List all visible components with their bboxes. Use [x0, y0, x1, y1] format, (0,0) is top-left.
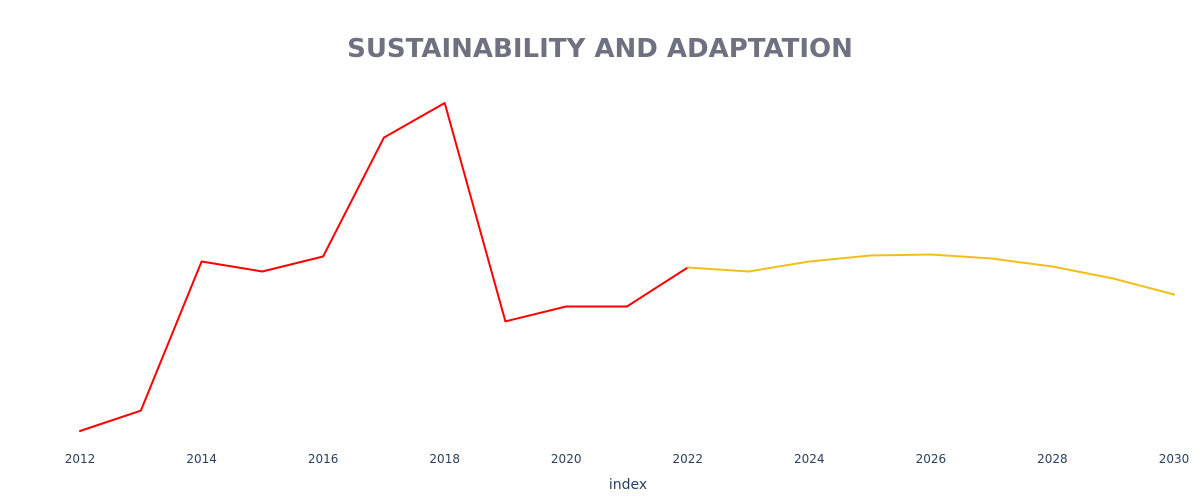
x-tick-label: 2028: [1037, 452, 1068, 466]
x-tick-label: 2024: [794, 452, 825, 466]
x-tick-label: 2020: [551, 452, 582, 466]
x-axis-ticks: 2012 2014 2016 2018 2020 2022 2024 2026 2028 2030: [65, 452, 1190, 466]
x-tick-label: 2030: [1159, 452, 1190, 466]
series-line-2: [686, 253, 1175, 296]
x-tick-label: 2026: [916, 452, 947, 466]
series-line-1: [79, 102, 689, 432]
series-layer: [79, 102, 1175, 432]
x-tick-label: 2022: [673, 452, 704, 466]
x-axis-title: index: [609, 477, 647, 493]
x-tick-label: 2016: [308, 452, 339, 466]
x-tick-label: 2012: [65, 452, 96, 466]
x-tick-label: 2014: [186, 452, 217, 466]
x-tick-label: 2018: [429, 452, 460, 466]
chart-title: SUSTAINABILITY AND ADAPTATION: [347, 34, 853, 64]
